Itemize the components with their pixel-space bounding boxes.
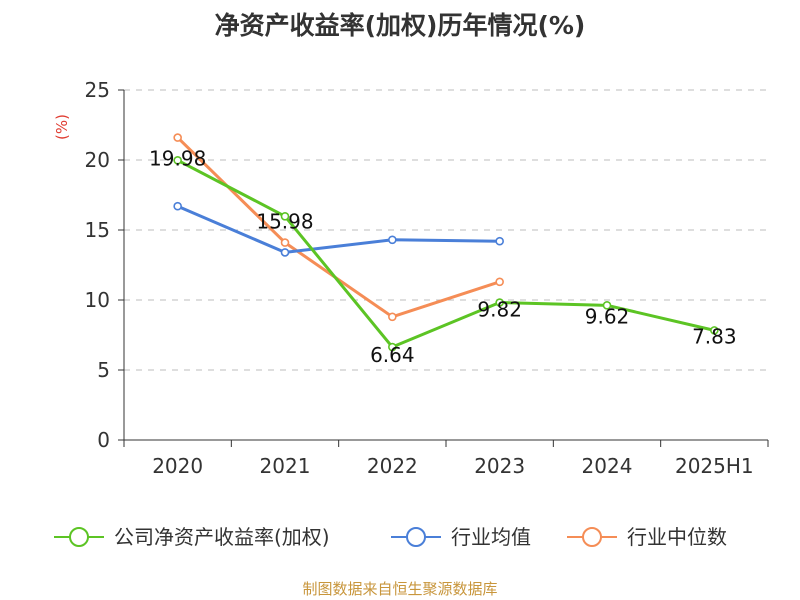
- y-tick-label: 5: [97, 358, 110, 382]
- series-lines: [173, 133, 719, 352]
- data-label: 15.98: [256, 209, 313, 233]
- data-point: [388, 342, 397, 352]
- data-label: 9.82: [477, 298, 522, 322]
- axes: 0 5 10 15 20 25 2020 2021 2022 2023 2024 2025H1: [85, 78, 769, 478]
- data-labels: 19.98 15.98 6.64 9.82 9.62 7.83: [149, 146, 737, 367]
- y-tick-label: 0: [97, 428, 110, 452]
- legend-marker: [582, 527, 602, 547]
- data-point: [602, 301, 612, 310]
- data-point: [280, 211, 290, 221]
- data-point: [388, 235, 397, 245]
- legend: 公司净资产收益率(加权) 行业均值 行业中位数: [54, 525, 727, 549]
- y-tick-label: 10: [85, 288, 110, 312]
- legend-label: 行业中位数: [627, 525, 727, 549]
- data-point: [280, 238, 290, 247]
- data-point: [495, 236, 504, 246]
- data-point: [173, 155, 182, 165]
- x-tick-label: 2024: [582, 454, 633, 478]
- legend-label: 行业均值: [451, 525, 531, 549]
- data-point: [388, 312, 397, 322]
- legend-label: 公司净资产收益率(加权): [114, 525, 330, 549]
- grid-lines: [124, 89, 768, 371]
- legend-marker: [406, 527, 426, 547]
- data-point: [173, 201, 182, 211]
- x-tick-label: 2020: [152, 454, 203, 478]
- x-tick-label: 2023: [474, 454, 525, 478]
- y-tick-label: 25: [85, 78, 110, 102]
- chart-title: 净资产收益率(加权)历年情况(%): [214, 11, 586, 40]
- series-line: [177, 204, 500, 254]
- legend-marker: [69, 527, 89, 547]
- x-tick-label: 2022: [367, 454, 418, 478]
- data-point: [173, 133, 182, 142]
- data-point: [495, 298, 504, 307]
- series-line: [176, 158, 715, 349]
- data-point: [710, 326, 719, 335]
- x-tick-label: 2025H1: [675, 454, 754, 478]
- x-tick-label: 2021: [260, 454, 311, 478]
- data-point: [280, 248, 290, 257]
- y-axis-unit-label: (%): [53, 114, 71, 140]
- y-tick-label: 15: [85, 218, 110, 242]
- data-label: 7.83: [692, 324, 737, 348]
- data-label: 9.62: [585, 304, 630, 328]
- data-label: 6.64: [370, 343, 415, 367]
- source-note: 制图数据来自恒生聚源数据库: [302, 580, 498, 598]
- data-label: 19.98: [149, 146, 206, 170]
- y-tick-label: 20: [85, 148, 110, 172]
- data-point: [495, 277, 504, 287]
